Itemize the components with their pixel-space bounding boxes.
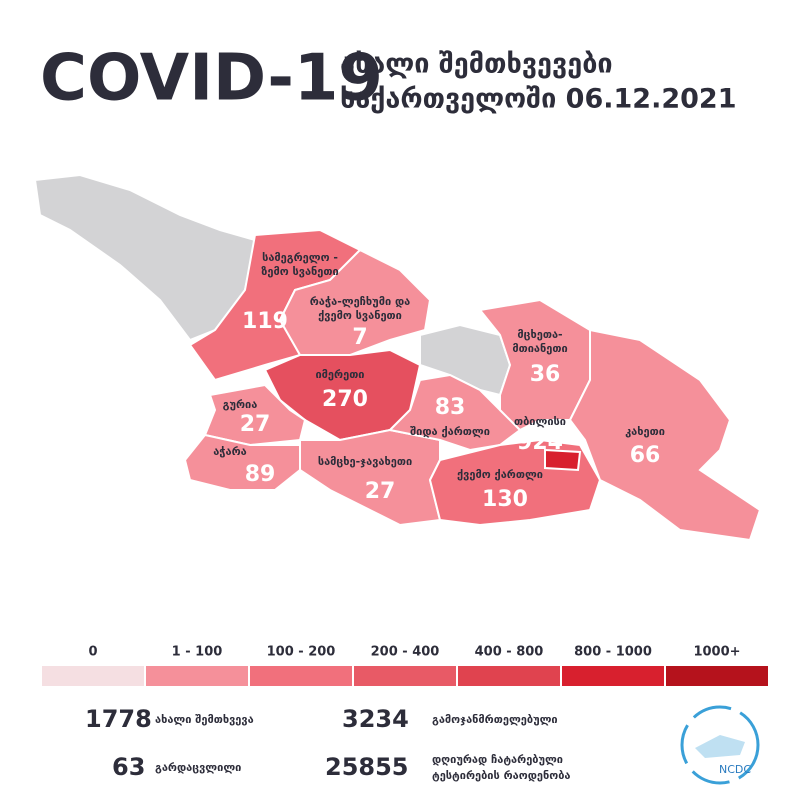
region-value: 83	[435, 395, 466, 420]
legend-swatch	[458, 666, 560, 686]
region	[183, 433, 301, 491]
region-value: 66	[630, 443, 661, 468]
region-name: იმერეთი	[315, 368, 364, 381]
region-value: 27	[240, 412, 271, 437]
occupied-territory	[33, 173, 257, 342]
region-name: ქვემო სვანეთი	[318, 309, 402, 322]
region-value: 119	[242, 309, 288, 334]
stat-number: 1778	[85, 705, 152, 733]
region-name: კახეთი	[625, 425, 665, 438]
legend-swatch	[250, 666, 352, 686]
title: COVID-19	[40, 42, 383, 116]
stat-number: 63	[112, 753, 145, 781]
region-labels: სამეგრელო - ზემო სვანეთი 119 რაჭა-ლეჩხუმ…	[213, 251, 665, 512]
region-name: მცხეთა-	[517, 328, 562, 341]
region	[299, 428, 442, 527]
region-value: 27	[365, 479, 396, 504]
legend-swatch	[666, 666, 768, 686]
stat-label: გარდაცვლილი	[155, 761, 241, 774]
stat-label: დღიურად ჩატარებული	[432, 753, 563, 766]
stat-number: 3234	[342, 705, 409, 733]
legend-label: 100 - 200	[267, 645, 336, 660]
region-name: შიდა ქართლი	[410, 425, 490, 438]
legend-label: 200 - 400	[371, 645, 440, 660]
stat-number: 25855	[325, 753, 409, 781]
region-value: 924	[517, 430, 563, 455]
logo-ring	[680, 705, 760, 785]
region-name: ქვემო ქართლი	[457, 468, 543, 481]
region-name: რაჭა-ლეჩხუმი და	[310, 295, 411, 308]
subtitle-line: ახალი შემთხვევები	[340, 49, 613, 80]
subtitle-line: საქართველოში 06.12.2021	[340, 84, 736, 115]
legend-label: 1 - 100	[172, 645, 223, 660]
statistics: 1778 ახალი შემთხვევა 3234 გამოჯანმრთელებ…	[85, 705, 570, 782]
legend-label: 400 - 800	[475, 645, 544, 660]
legend-swatch	[562, 666, 664, 686]
region-name: ზემო სვანეთი	[261, 265, 338, 278]
map	[33, 173, 762, 542]
region	[478, 298, 591, 432]
logo: NCDC	[680, 705, 760, 785]
logo-map	[695, 735, 745, 758]
region	[568, 328, 762, 542]
region-value: 36	[530, 362, 561, 387]
logo-text: NCDC	[719, 763, 751, 776]
region-name: გურია	[223, 398, 258, 411]
legend-label: 800 - 1000	[574, 645, 652, 660]
region-name: სამცხე-ჯავახეთი	[318, 455, 412, 468]
legend-swatch	[42, 666, 144, 686]
stat-label: ახალი შემთხვევა	[155, 713, 254, 726]
region-name: აჭარა	[213, 445, 247, 458]
legend-label: 0	[88, 645, 97, 660]
stat-label: გამოჯანმრთელებული	[432, 713, 558, 726]
region-value: 130	[482, 487, 528, 512]
region-name: თბილისი	[514, 415, 566, 428]
region-value: 7	[352, 325, 367, 350]
legend: 0 1 - 100 100 - 200 200 - 400 400 - 800 800 -…	[42, 645, 768, 686]
legend-swatch	[354, 666, 456, 686]
region-value: 89	[245, 462, 276, 487]
legend-label: 1000+	[693, 645, 740, 660]
stat-label: ტესტირების რაოდენობა	[432, 769, 570, 782]
region-name: სამეგრელო -	[262, 251, 338, 264]
region-name: მთიანეთი	[512, 342, 567, 355]
region	[544, 448, 582, 472]
legend-swatch	[146, 666, 248, 686]
region-value: 270	[322, 387, 368, 412]
